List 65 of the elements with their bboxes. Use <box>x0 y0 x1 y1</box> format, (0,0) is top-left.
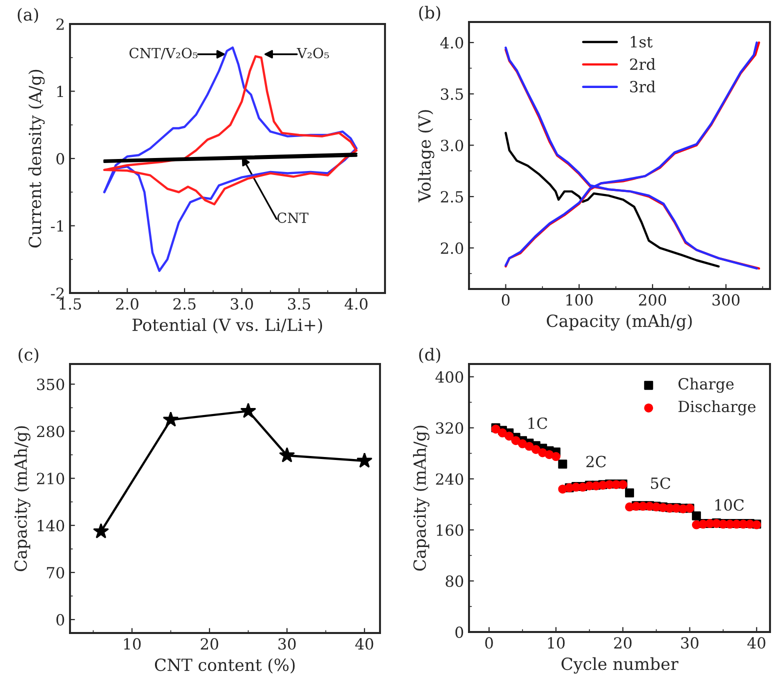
x-tick-label: 3.5 <box>288 298 310 310</box>
x-tick-label: 1.5 <box>60 298 81 310</box>
x-tick-label: 20 <box>200 638 218 650</box>
x-axis-title: Potential (V vs. Li/Li+) <box>132 318 322 334</box>
x-axis-title: Cycle number <box>562 657 678 674</box>
annotation: V₂O₅ <box>296 48 329 58</box>
y-tick-label: 0 <box>455 626 464 638</box>
y-tick-label: 3.5 <box>441 88 463 100</box>
x-tick-label: 300 <box>712 294 740 306</box>
y-axis-title: Current density (A/g) <box>28 70 45 248</box>
annotation: 2C <box>586 456 606 468</box>
x-tick-label: 0 <box>485 637 493 649</box>
x-tick-label: 10 <box>124 638 141 650</box>
legend-label: Discharge <box>678 400 756 416</box>
x-axis-title: Capacity (mAh/g) <box>546 314 692 331</box>
x-tick-label: 40 <box>355 638 374 650</box>
annotation: 5C <box>651 477 670 490</box>
x-tick-label: 200 <box>638 294 666 306</box>
y-tick-label: 160 <box>436 524 464 536</box>
x-tick-label: 3.0 <box>230 298 253 310</box>
legend-label: 1st <box>630 36 653 48</box>
y-tick-label: 240 <box>436 473 464 485</box>
y-tick-label: 70 <box>46 566 64 578</box>
annotation: 10C <box>715 499 744 511</box>
x-tick-label: 20 <box>614 637 632 649</box>
chart-title: (a) <box>18 8 38 24</box>
y-tick-label: 210 <box>37 472 64 484</box>
y-tick-label: 2.0 <box>440 242 464 254</box>
y-tick-label: 0 <box>56 152 64 165</box>
y-tick-label: 140 <box>38 520 64 532</box>
annotation: CNT/V₂O₅ <box>130 48 198 60</box>
x-tick-label: 4.0 <box>344 298 368 310</box>
y-tick-label: 2 <box>56 18 64 30</box>
x-tick-label: 100 <box>566 294 593 306</box>
chart-title: (d) <box>419 348 440 364</box>
x-tick-label: 10 <box>548 637 565 649</box>
x-tick-label: 0 <box>502 294 510 306</box>
y-tick-label: 320 <box>436 422 464 434</box>
legend-label: 2rd <box>630 58 656 70</box>
x-tick-label: 30 <box>278 638 296 650</box>
y-tick-label: 3.0 <box>441 140 464 152</box>
chart-title: (b) <box>419 6 440 22</box>
x-tick-label: 30 <box>681 637 698 649</box>
y-tick-label: -2 <box>50 287 64 299</box>
y-tick-label: 280 <box>37 426 64 438</box>
legend-label: Charge <box>678 378 734 393</box>
y-tick-label: 350 <box>37 378 64 390</box>
y-tick-label: 1 <box>57 86 63 98</box>
y-tick-label: 2.5 <box>440 191 463 203</box>
chart-title: (c) <box>18 348 38 364</box>
y-tick-label: -1 <box>50 220 63 232</box>
y-tick-label: 400 <box>435 371 464 383</box>
x-tick-label: 2.0 <box>116 298 138 310</box>
annotation: CNT <box>277 212 308 224</box>
x-axis-title: CNT content (%) <box>154 658 295 674</box>
y-axis-title: Capacity (mAh/g) <box>14 426 30 572</box>
y-tick-label: 0 <box>56 614 64 626</box>
legend-label: 3rd <box>630 80 656 92</box>
x-tick-label: 40 <box>747 637 766 649</box>
x-tick-label: 2.5 <box>173 298 196 310</box>
y-axis-title: Capacity (mAh/g) <box>413 426 430 571</box>
y-tick-label: 80 <box>446 575 464 587</box>
y-tick-label: 4.0 <box>440 37 464 49</box>
annotation: 1C <box>528 417 548 429</box>
y-axis-title: Voltage (V) <box>418 110 434 202</box>
